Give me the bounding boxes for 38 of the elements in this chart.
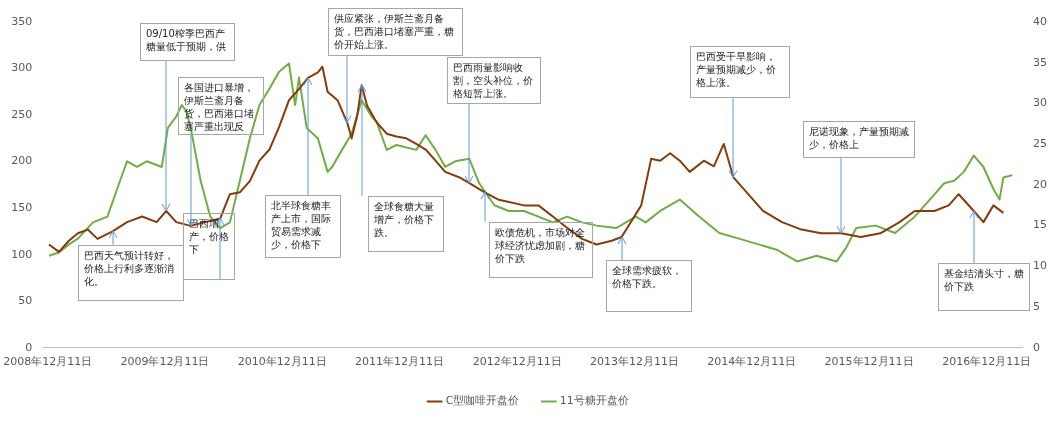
y-tick-label: 200 (11, 154, 33, 168)
annotation: 尼诺现象，产量预期减少，价格上 (803, 121, 915, 158)
x-tick-label: 2015年12月11日 (824, 355, 914, 369)
y-tick-label: 250 (11, 107, 33, 121)
y2-tick-label: 25 (1033, 137, 1047, 151)
annotation: 09/10榨季巴西产糖量低于预期，供 (140, 23, 235, 61)
annotation: 供应紧张，伊斯兰斋月备货，巴西港口堵塞严重，糖价开始上涨。 (328, 8, 463, 56)
y2-tick-label: 0 (1033, 340, 1040, 354)
y-tick-label: 300 (11, 61, 33, 75)
x-tick-label: 2010年12月11日 (237, 355, 327, 369)
y-tick-label: 50 (18, 294, 33, 308)
y-tick-label: 100 (11, 247, 33, 261)
x-tick-label: 2008年12月11日 (3, 355, 93, 369)
y2-tick-label: 40 (1033, 14, 1047, 28)
y2-tick-label: 35 (1033, 55, 1047, 69)
x-tick-label: 2016年12月11日 (942, 355, 1032, 369)
annotation: 巴西天气预计转好，价格上行利多逐渐消化。 (78, 245, 184, 301)
annotation: 基金结清头寸，糖价下跌 (938, 263, 1030, 311)
y2-tick-label: 5 (1033, 299, 1040, 313)
y2-tick-label: 10 (1033, 259, 1047, 273)
annotation: 全球需求疲软，价格下跌。 (606, 260, 692, 312)
x-tick-label: 2012年12月11日 (472, 355, 562, 369)
annotation: 北半球食糖丰产上市，国际贸易需求减少，价格下 (265, 195, 341, 258)
annotation: 巴西受干旱影响，产量预期减少，价格上涨。 (690, 46, 790, 98)
x-tick-label: 2009年12月11日 (120, 355, 210, 369)
x-tick-label: 2011年12月11日 (355, 355, 445, 369)
legend-label: C型咖啡开盘价 (445, 394, 520, 408)
annotation: 全球食糖大量增产，价格下跌。 (368, 196, 444, 252)
x-tick-label: 2014年12月11日 (707, 355, 797, 369)
y-tick-label: 0 (25, 340, 33, 354)
y-tick-label: 350 (11, 14, 33, 28)
legend-label: 11号糖开盘价 (559, 394, 629, 408)
annotation: 巴西雨量影响收割，空头补位，价格短暂上涨。 (447, 57, 541, 104)
x-tick-label: 2013年12月11日 (589, 355, 679, 369)
y2-tick-label: 20 (1033, 177, 1047, 191)
y2-tick-label: 30 (1033, 96, 1047, 110)
y2-tick-label: 15 (1033, 218, 1047, 232)
y-tick-label: 150 (11, 201, 33, 215)
